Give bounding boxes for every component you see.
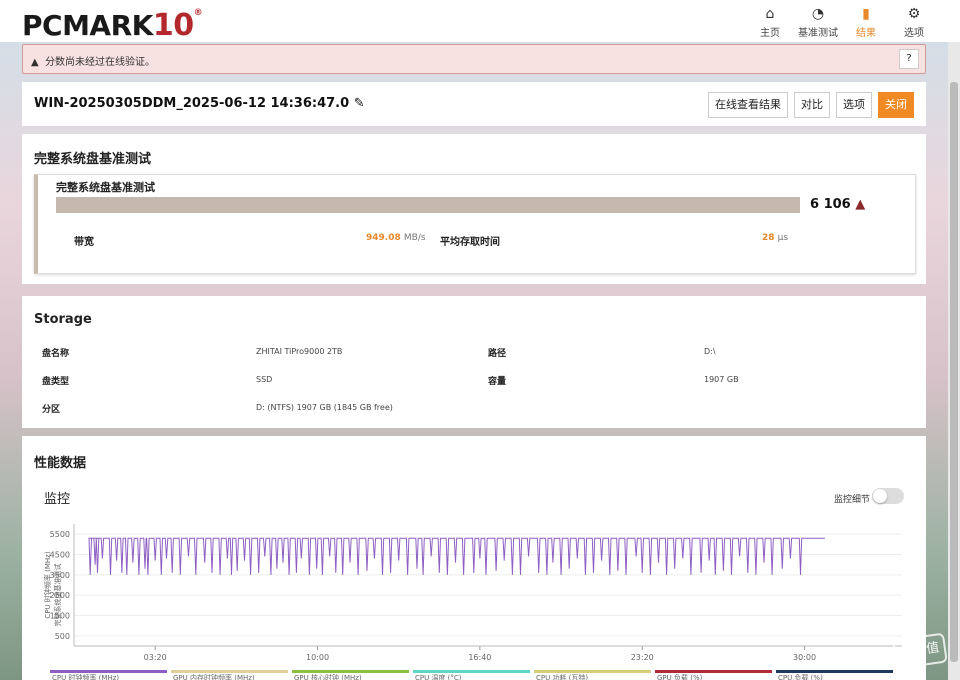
storage-section: Storage 盘名称 ZHITAI TiPro9000 2TB 路径 D:\ … xyxy=(22,296,926,428)
options-button[interactable]: 选项 xyxy=(836,92,872,118)
bandwidth-unit: MB/s xyxy=(403,233,426,243)
x-tick-label: 23:20 xyxy=(631,653,654,662)
legend-item[interactable]: CPU 时钟频率 (MHz) xyxy=(50,670,167,680)
nav-results[interactable]: ▮ 结果 xyxy=(842,4,890,39)
drive-type-label: 盘类型 xyxy=(42,377,70,387)
nav-benchmarks[interactable]: ◔ 基准测试 xyxy=(794,4,842,39)
pencil-icon[interactable]: ✎ xyxy=(353,96,365,111)
warning-icon: ▲ xyxy=(31,57,39,68)
watermark-logo: 新浪值 xyxy=(892,632,948,670)
perf-title: 性能数据 xyxy=(34,456,87,471)
x-tick-label: 10:00 xyxy=(306,653,329,662)
legend-item[interactable]: CPU 负载 (%) xyxy=(776,670,893,680)
legend-item[interactable]: CPU 功耗 (瓦特) xyxy=(534,670,651,680)
validation-warning: ▲ 分数尚未经过在线验证。 ? xyxy=(22,44,926,74)
drive-name-value: ZHITAI TiPro9000 2TB xyxy=(256,347,343,356)
latency-label: 平均存取时间 xyxy=(440,237,500,248)
close-button[interactable]: 关闭 xyxy=(878,92,914,118)
result-title: WIN-20250305DDM_2025-06-12 14:36:47.0 xyxy=(34,96,350,111)
bar-chart-icon: ▮ xyxy=(862,6,870,22)
monitor-detail-label: 监控细节 xyxy=(833,495,870,505)
partition-label: 分区 xyxy=(42,405,61,415)
page-scrollbar[interactable] xyxy=(948,42,960,680)
x-tick-label: 30:00 xyxy=(793,653,816,662)
monitor-detail-toggle[interactable] xyxy=(872,488,904,504)
score-bar xyxy=(56,197,800,213)
nav-options[interactable]: ⚙ 选项 xyxy=(890,4,938,39)
test-name: 完整系统盘基准测试 xyxy=(56,181,155,194)
warning-text: 分数尚未经过在线验证。 xyxy=(45,57,156,68)
legend-item[interactable]: GPU 内存时钟频率 (MHz) xyxy=(171,670,288,680)
top-bar: PCMARK10® ⌂ 主页 ◔ 基准测试 ▮ 结果 ⚙ 选项 xyxy=(0,0,960,43)
drive-path-label: 路径 xyxy=(488,349,507,359)
series-line-cpu-clock xyxy=(88,537,825,575)
y-tick-label: 5500 xyxy=(50,530,70,539)
result-header: WIN-20250305DDM_2025-06-12 14:36:47.0 ✎ … xyxy=(22,82,926,126)
home-icon: ⌂ xyxy=(765,6,775,22)
y-tick-label: 1500 xyxy=(50,612,70,621)
drive-type-value: SSD xyxy=(256,375,273,384)
bandwidth-label: 带宽 xyxy=(74,237,94,248)
monitor-title: 监控 xyxy=(44,492,71,507)
nav-home[interactable]: ⌂ 主页 xyxy=(746,4,794,39)
x-tick-label: 03:20 xyxy=(144,653,167,662)
view-online-button[interactable]: 在线查看结果 xyxy=(708,92,788,118)
y-axis-label-secondary: 完整系统盘基准测试 xyxy=(53,564,62,627)
drive-path-value: D:\ xyxy=(704,347,716,356)
toggle-knob xyxy=(873,489,887,503)
monitoring-chart: 500 1500 2500 3500 4500 5500 03:20 10:00 16:40 23… xyxy=(43,524,902,662)
y-tick-label: 2500 xyxy=(50,591,70,600)
y-tick-label: 4500 xyxy=(50,551,70,560)
compare-button[interactable]: 对比 xyxy=(794,92,830,118)
drive-name-label: 盘名称 xyxy=(42,349,70,359)
y-axis-label: CPU 时钟频率 (MHz) xyxy=(43,551,52,618)
test-card[interactable]: 完整系统盘基准测试 6 106 ▲ 带宽 949.08 MB/s 平均存取时间 … xyxy=(34,174,916,274)
test-section: 完整系统盘基准测试 完整系统盘基准测试 6 106 ▲ 带宽 949.08 MB… xyxy=(22,134,926,284)
app-logo: PCMARK10® xyxy=(22,8,203,43)
gauge-icon: ◔ xyxy=(811,6,825,22)
warning-triangle-icon[interactable]: ▲ xyxy=(855,197,866,212)
latency-unit: μs xyxy=(777,233,789,243)
bandwidth-value: 949.08 xyxy=(366,233,401,243)
performance-section: 性能数据 监控 监控细节 500 1500 2500 3500 4500 5500 03:2… xyxy=(22,436,926,680)
gear-icon: ⚙ xyxy=(907,6,921,22)
drive-capacity-label: 容量 xyxy=(488,377,507,387)
section-title: 完整系统盘基准测试 xyxy=(34,152,152,167)
scrollbar-thumb[interactable] xyxy=(950,82,958,662)
main-nav: ⌂ 主页 ◔ 基准测试 ▮ 结果 ⚙ 选项 xyxy=(746,4,938,39)
legend-item[interactable]: CPU 温度 (°C) xyxy=(413,670,530,680)
drive-capacity-value: 1907 GB xyxy=(704,375,739,384)
chart-legend: CPU 时钟频率 (MHz) GPU 内存时钟频率 (MHz) GPU 核心时钟 (… xyxy=(50,670,893,680)
legend-item[interactable]: GPU 负载 (%) xyxy=(655,670,772,680)
storage-title: Storage xyxy=(34,312,92,327)
score-value: 6 106 xyxy=(810,197,851,212)
partition-value: D: (NTFS) 1907 GB (1845 GB free) xyxy=(256,403,393,412)
y-tick-label: 3500 xyxy=(50,571,70,580)
legend-item[interactable]: GPU 核心时钟 (MHz) xyxy=(292,670,409,680)
y-tick-label: 500 xyxy=(55,632,70,641)
help-button[interactable]: ? xyxy=(899,49,919,69)
x-tick-label: 16:40 xyxy=(468,653,491,662)
latency-value: 28 xyxy=(762,233,775,243)
